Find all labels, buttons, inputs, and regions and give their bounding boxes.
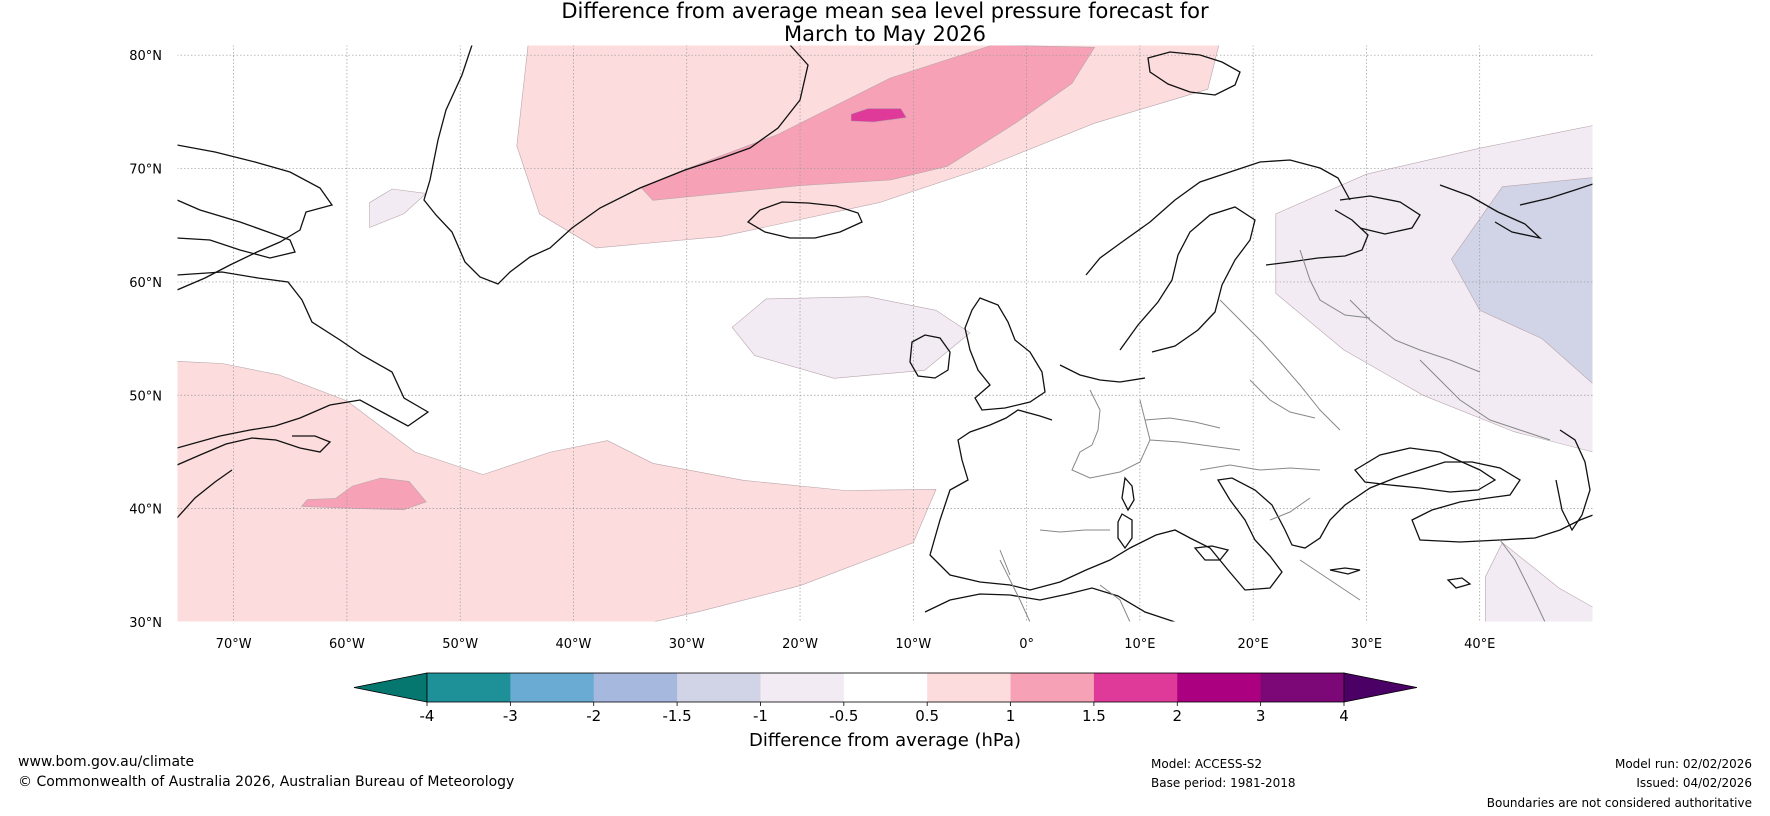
longitude-label: 0°: [1019, 637, 1034, 652]
colorbar-segment: [1177, 673, 1262, 702]
colorbar-tick-label: -1: [753, 707, 768, 725]
caspian-coastline: [1555, 429, 1591, 532]
black-sea-coastline: [1354, 447, 1497, 493]
colorbar-tick-label: -3: [503, 707, 518, 725]
anomaly-region-russia-core-negative: [1451, 177, 1593, 385]
anomaly-layer: [177, 45, 1593, 622]
anomaly-region-middle-east-negative: [1485, 542, 1593, 622]
russia-borders: [1299, 249, 1551, 441]
footer-model: Model: ACCESS-S2: [1151, 757, 1263, 771]
latitude-label: 30°N: [129, 616, 162, 631]
colorbar-tick-label: -2: [586, 707, 601, 725]
anomaly-region-davis-strait-negative: [369, 188, 427, 228]
footer-issued: Issued: 04/02/2026: [1636, 776, 1752, 790]
colorbar-tick-label: -0.5: [829, 707, 858, 725]
anomaly-region-north-atlantic-positive: [177, 360, 937, 622]
colorbar-segment: [843, 673, 928, 702]
latitude-labels: 80°N 70°N 60°N 50°N 40°N 30°N: [129, 49, 162, 631]
colorbar: -4 -3 -2 -1.5 -1 -0.5 0.5 1 1.5 2 3 4: [353, 672, 1418, 725]
corsica-coastline: [1121, 476, 1135, 512]
colorbar-under-arrow: [353, 672, 428, 703]
map-title-line1: Difference from average mean sea level p…: [561, 0, 1209, 23]
nova-scotia-coastline: [177, 435, 332, 466]
colorbar-segment: [927, 673, 1012, 702]
colorbar-title: Difference from average (hPa): [749, 730, 1021, 751]
anomaly-region-north-atlantic-core: [300, 477, 427, 511]
labrador-coastline: [177, 271, 430, 449]
colorbar-tick-label: 2: [1172, 707, 1182, 725]
colorbar-segment: [677, 673, 761, 702]
colorbar-segment: [760, 673, 845, 702]
latitude-label: 70°N: [129, 163, 162, 178]
colorbar-segment: [593, 673, 678, 702]
colorbar-segment: [427, 673, 511, 702]
longitude-label: 20°W: [782, 637, 818, 652]
north-africa-coastline: [924, 587, 1176, 622]
footer-model-run: Model run: 02/02/2026: [1614, 757, 1752, 771]
longitude-label: 10°E: [1124, 637, 1155, 652]
country-borders: [999, 249, 1551, 622]
map-title: Difference from average mean sea level p…: [0, 0, 1770, 46]
sicily-coastline: [1193, 545, 1230, 561]
colorbar-tick-label: 4: [1339, 707, 1349, 725]
scandinavia-coastline: [1085, 159, 1351, 276]
longitude-labels: 70°W 60°W 50°W 40°W 30°W 20°W 10°W 0° 10°E 20°E 30…: [216, 637, 1496, 652]
longitude-label: 40°W: [556, 637, 592, 652]
cyprus-coastline: [1446, 577, 1472, 589]
latitude-label: 40°N: [129, 503, 162, 518]
finland-coastline: [1265, 209, 1369, 266]
colorbar-over-arrow: [1343, 672, 1418, 703]
sardinia-coastline: [1117, 513, 1133, 550]
longitude-label: 20°E: [1238, 637, 1269, 652]
colorbar-tick-label: 0.5: [915, 707, 939, 725]
colorbar-tick-label: 1: [1006, 707, 1016, 725]
map-title-line2: March to May 2026: [784, 22, 986, 46]
latitude-label: 60°N: [129, 276, 162, 291]
colorbar-segment: [510, 673, 595, 702]
longitude-label: 30°W: [669, 637, 705, 652]
baffin-island-south: [177, 199, 296, 259]
kola-coastline: [1339, 195, 1421, 235]
greenland-coastline: [423, 45, 809, 285]
colorbar-tick-label: -1.5: [662, 707, 691, 725]
europe-borders-west: [999, 389, 1241, 576]
footer-disclaimer: Boundaries are not considered authoritat…: [1486, 796, 1752, 810]
us-east-coastline: [177, 469, 233, 519]
latitude-label: 80°N: [129, 49, 162, 64]
russia-arctic-coastline: [1439, 183, 1593, 240]
colorbar-tick-label: 1.5: [1082, 707, 1106, 725]
colorbar-tick-label: -4: [420, 707, 435, 725]
sweden-baltic-coastline: [1119, 206, 1256, 353]
longitude-label: 70°W: [216, 637, 252, 652]
iceland-coastline: [746, 201, 863, 239]
anomaly-region-greenland-sea-peak: [850, 108, 907, 123]
great-britain-coastline: [964, 297, 1046, 411]
crete-coastline: [1329, 567, 1361, 575]
map-frame: [176, 44, 1594, 623]
footer-base-period: Base period: 1981-2018: [1151, 776, 1296, 790]
colorbar-tick-label: 3: [1256, 707, 1266, 725]
longitude-label: 60°W: [329, 637, 365, 652]
svalbard-coastline: [1147, 51, 1241, 96]
latitude-label: 50°N: [129, 389, 162, 404]
europe-borders-east: [1199, 299, 1481, 521]
footer-website: www.bom.gov.au/climate: [18, 754, 195, 770]
longitude-label: 30°E: [1351, 637, 1382, 652]
coastlines: [177, 45, 1593, 622]
canada-arctic-coastline: [177, 144, 334, 291]
colorbar-segment: [1093, 673, 1178, 702]
longitude-label: 10°W: [895, 637, 931, 652]
footer-copyright: © Commonwealth of Australia 2026, Austra…: [18, 774, 515, 790]
north-africa-borders: [999, 539, 1546, 622]
longitude-label: 50°W: [442, 637, 478, 652]
colorbar-segment: [1260, 673, 1345, 702]
colorbar-segment: [1010, 673, 1095, 702]
mainland-europe-coastline: [929, 409, 1593, 591]
ireland-coastline: [909, 334, 951, 379]
colorbar-outline: [426, 672, 1345, 703]
france-atlantic-coastline: [1059, 364, 1146, 383]
longitude-label: 40°E: [1464, 637, 1495, 652]
